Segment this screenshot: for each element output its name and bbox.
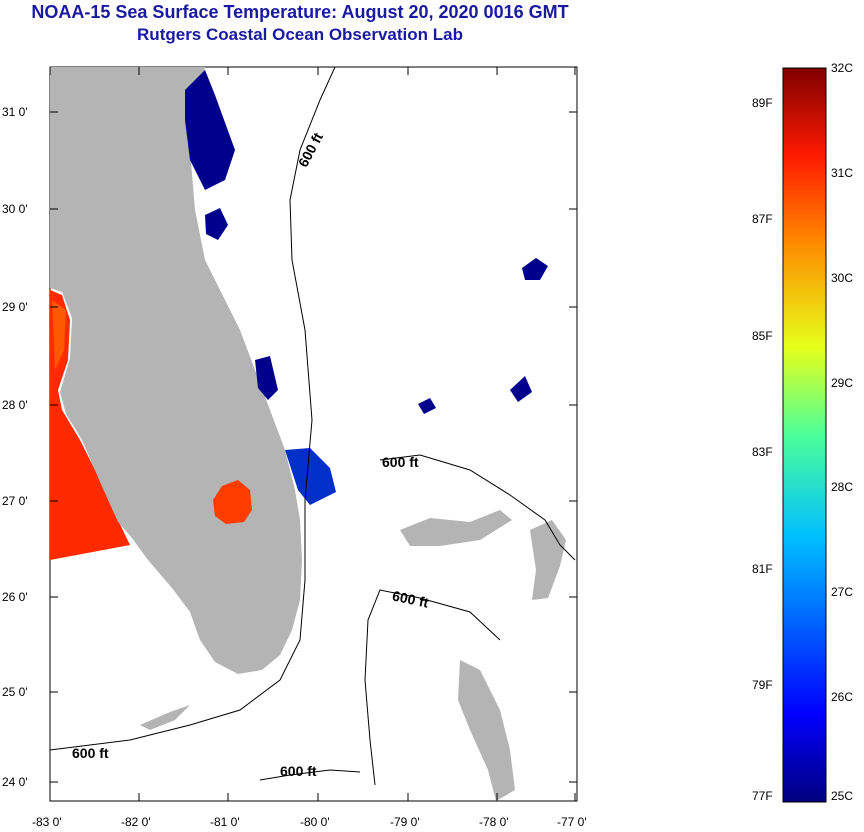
cold-patch-offshore-1 — [522, 258, 548, 280]
contour-label-bahamas-north: 600 ft — [382, 454, 419, 470]
colorbar-f-label: 87F — [752, 212, 773, 227]
colorbar-f-label: 85F — [752, 328, 773, 343]
lat-tick-label: 24 0' — [2, 775, 28, 789]
lon-tick-label: -78 0' — [479, 815, 509, 829]
lake-okeechobee — [213, 480, 252, 524]
colorbar-f-label: 83F — [752, 445, 773, 460]
colorbar-c-label: 30C — [831, 270, 854, 285]
lat-tick-label: 31 0' — [2, 105, 28, 119]
lon-tick-label: -83 0' — [32, 815, 62, 829]
contour-label-bahamas-south: 600 ft — [391, 587, 430, 610]
lon-tick-label: -81 0' — [210, 815, 240, 829]
lat-tick-label: 25 0' — [2, 685, 28, 699]
colorbar-f-label: 89F — [752, 95, 773, 110]
colorbar-c-label: 32C — [831, 61, 854, 75]
florida-keys — [140, 705, 190, 730]
cold-patch-palm-beach — [285, 448, 336, 505]
isobath-600ft-south — [259, 769, 361, 781]
contour-label-west: 600 ft — [72, 745, 109, 761]
cold-patch-central — [255, 356, 278, 400]
colorbar — [782, 67, 827, 803]
lat-tick-label: 29 0' — [2, 300, 28, 314]
axis-ticks — [49, 67, 577, 801]
gulf-warm-water — [50, 290, 130, 560]
isobath-600ft-bahamas-south — [364, 589, 501, 786]
lat-tick-label: 27 0' — [2, 494, 28, 508]
cold-patch-jax — [205, 208, 228, 240]
colorbar-f-label: 77F — [752, 789, 773, 803]
grand-bahama — [400, 510, 512, 546]
lon-tick-label: -79 0' — [390, 815, 420, 829]
colorbar-c-label: 25C — [831, 789, 854, 803]
cold-patch-offshore-3 — [418, 398, 436, 414]
lon-tick-label: -77 0' — [557, 815, 587, 829]
colorbar-f-label: 81F — [752, 561, 773, 576]
colorbar-c-label: 27C — [831, 585, 854, 600]
cold-patch-north — [185, 70, 235, 190]
longitude-axis: -83 0' -82 0' -81 0' -80 0' -79 0' -78 0' -77 … — [32, 815, 587, 829]
isobath-600ft-florida — [50, 67, 336, 751]
gulf-warm-water-highlight — [52, 300, 66, 370]
lat-tick-label: 30 0' — [2, 202, 28, 216]
map-subtitle: Rutgers Coastal Ocean Observation Lab — [137, 25, 463, 44]
latitude-axis: 31 0' 30 0' 29 0' 28 0' 27 0' 26 0' 25 0' 24 0' — [2, 105, 28, 789]
lat-tick-label: 26 0' — [2, 590, 28, 604]
cold-patch-offshore-2 — [510, 376, 532, 402]
andros — [458, 660, 515, 801]
contour-label-south: 600 ft — [280, 763, 317, 779]
lon-tick-label: -80 0' — [300, 815, 330, 829]
isobath-600ft-bahamas-north — [379, 454, 576, 561]
colorbar-c-label: 28C — [831, 480, 854, 495]
map-title: NOAA-15 Sea Surface Temperature: August … — [31, 2, 569, 22]
lon-tick-label: -82 0' — [121, 815, 151, 829]
colorbar-c-label: 26C — [831, 690, 854, 705]
colorbar-f-label: 79F — [752, 678, 773, 693]
colorbar-c-label: 29C — [831, 375, 854, 390]
lat-tick-label: 28 0' — [2, 398, 28, 412]
colorbar-c-label: 31C — [831, 165, 854, 180]
